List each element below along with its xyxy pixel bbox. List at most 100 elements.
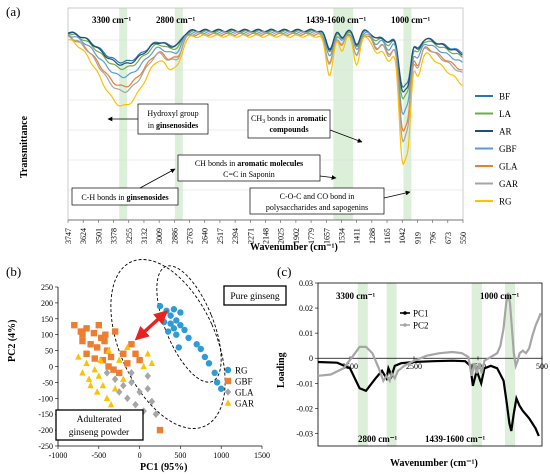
panel-a-tick-label: 1534: [337, 228, 346, 244]
score-point-gbf: [101, 337, 108, 345]
score-point-gbf: [116, 369, 123, 377]
score-point-gla: [103, 369, 111, 377]
pure-cluster-ellipse: [156, 265, 222, 383]
annotation-ch3: CH3 bonds in aromatic compounds: [247, 109, 363, 143]
score-point-rg: [213, 379, 221, 386]
annotation-chb-b: ginsenosides: [126, 193, 168, 202]
panel-a-tick-label: 2517: [216, 228, 225, 244]
score-point-gla: [128, 378, 135, 387]
panel-c-bands: [357, 283, 515, 446]
panel-a-tick-label: 3255: [125, 228, 134, 244]
annotation-ch3-sub: 3: [262, 119, 265, 125]
panel-c-y-tick-label: 0.03: [299, 279, 313, 288]
legend-label-gla: GLA: [499, 162, 518, 172]
panel-b-x-tick-label: -1000: [49, 451, 68, 460]
score-point-rg: [185, 334, 192, 342]
score-point-rg: [181, 326, 188, 334]
score-point-gar: [91, 365, 98, 373]
panel-a-tick-label: 919: [413, 232, 422, 244]
panel-b-y-axis-title: PC2 (4%): [7, 320, 18, 363]
pure-ginseng-label-box: Pure ginseng: [223, 285, 287, 306]
annotation-hydroxyl-line1: Hydroxyl group: [147, 109, 198, 118]
legend-marker-gar: [224, 399, 232, 406]
panel-a-legend: BF LA AR GBF GLA GAR RG: [475, 92, 518, 207]
legend-marker-gla: [224, 388, 232, 396]
panel-c-band-2800-label: 2800 cm⁻¹: [358, 434, 397, 444]
panel-b-x-tick-label: -500: [91, 451, 106, 460]
score-point-gar: [144, 350, 151, 357]
panel-a-band-2800-label: 2800 cm⁻¹: [156, 15, 195, 25]
adulterated-cluster-ellipse: [110, 259, 226, 429]
score-point-rg: [201, 353, 209, 361]
score-point-gbf: [120, 350, 127, 357]
score-point-rg: [170, 325, 178, 332]
score-point-rg: [170, 306, 178, 313]
score-point-gar: [111, 385, 119, 392]
score-point-gbf: [71, 321, 78, 329]
panel-a-tick-label: 2394: [231, 228, 240, 244]
score-point-gar: [93, 388, 101, 395]
annotation-coc-line1: C-O-C and CO bond in: [280, 192, 355, 201]
score-point-gbf: [102, 331, 109, 338]
legend-marker-rg: [224, 366, 232, 374]
panel-b-y-tick-label: -100: [38, 394, 53, 403]
adulterated-label-box: Adulterated ginseng powder: [55, 409, 144, 441]
score-point-gar: [148, 359, 156, 367]
svg-text:CH3 bonds in aromatic: CH3 bonds in aromatic: [251, 114, 327, 125]
score-point-rg: [177, 309, 184, 316]
score-point-gla: [132, 400, 139, 409]
legend-label-pc2: PC2: [413, 321, 429, 331]
legend-marker-gbf: [224, 377, 232, 385]
score-point-gbf: [98, 334, 105, 342]
score-point-gar: [116, 356, 123, 363]
panel-b-x-axis-title: PC1 (95%): [140, 462, 188, 473]
panel-b-label: (b): [6, 264, 21, 279]
panel-c-x-tick-label: 3500: [342, 362, 358, 371]
legend-label-gla: GLA: [235, 388, 254, 398]
panel-a-tick-label: 3624: [79, 228, 88, 244]
score-point-gbf: [124, 360, 131, 367]
panel-b-y-tick-label: 200: [41, 299, 53, 308]
annotation-hydroxyl: Hydroxyl group in ginsenosides: [107, 103, 209, 135]
legend-label-gbf: GBF: [499, 144, 517, 154]
score-point-rg: [160, 318, 168, 326]
score-point-gbf: [90, 329, 98, 337]
panel-b-y-tick-label: 150: [41, 315, 53, 324]
panel-a-tick-label: 1165: [383, 228, 392, 244]
score-point-rg: [175, 344, 182, 351]
score-point-gbf: [93, 344, 101, 351]
panel-c-y-axis-title: Loading: [276, 352, 287, 388]
score-point-gla: [140, 407, 147, 415]
score-point-gar: [75, 353, 82, 360]
score-point-gla: [136, 388, 143, 396]
legend-label-ar: AR: [499, 127, 512, 137]
panel-a-tick-label: 2025: [277, 228, 286, 244]
panel-b-y-tick-label: 250: [41, 283, 53, 292]
panel-c-y-tick-label: 0: [309, 354, 313, 363]
score-point-gar: [97, 356, 104, 363]
legend-dot-pc1: [403, 311, 407, 315]
panel-a: (a) 3747 3624 3501 3378 3255 3132 3009 2886 2763…: [6, 4, 518, 253]
annotation-ch-aromatic: CH bonds in aromatic molecules C=C in Sa…: [177, 154, 337, 182]
annotation-ch3-part1: CH: [251, 114, 262, 123]
score-point-gla: [152, 410, 160, 418]
score-point-gbf: [128, 341, 135, 348]
adulterated-label-line2: ginseng powder: [69, 428, 130, 438]
panel-b-y-tick-label: 100: [41, 331, 53, 340]
panel-a-label: (a): [6, 4, 20, 19]
annotation-ch-line1b: aromatic molecules: [237, 159, 303, 168]
svg-text:C-H bonds in ginsenosides: C-H bonds in ginsenosides: [81, 193, 168, 202]
score-point-gla: [120, 381, 127, 390]
panel-a-tick-label: 2271: [246, 228, 255, 244]
panel-b-y-tick-label: 0: [49, 363, 53, 372]
annotation-coc: C-O-C and CO bond in polysaccharides and…: [249, 187, 411, 215]
score-point-gbf: [83, 350, 90, 357]
score-point-gar: [99, 381, 107, 389]
score-point-rg: [193, 341, 200, 348]
score-point-rg: [173, 331, 180, 338]
score-point-gbf: [132, 350, 139, 357]
score-point-gar: [124, 343, 131, 351]
panel-c-loadings: [317, 292, 542, 437]
annotation-ch-ginsenosides: C-H bonds in ginsenosides: [71, 168, 179, 206]
score-point-gla: [124, 394, 131, 403]
